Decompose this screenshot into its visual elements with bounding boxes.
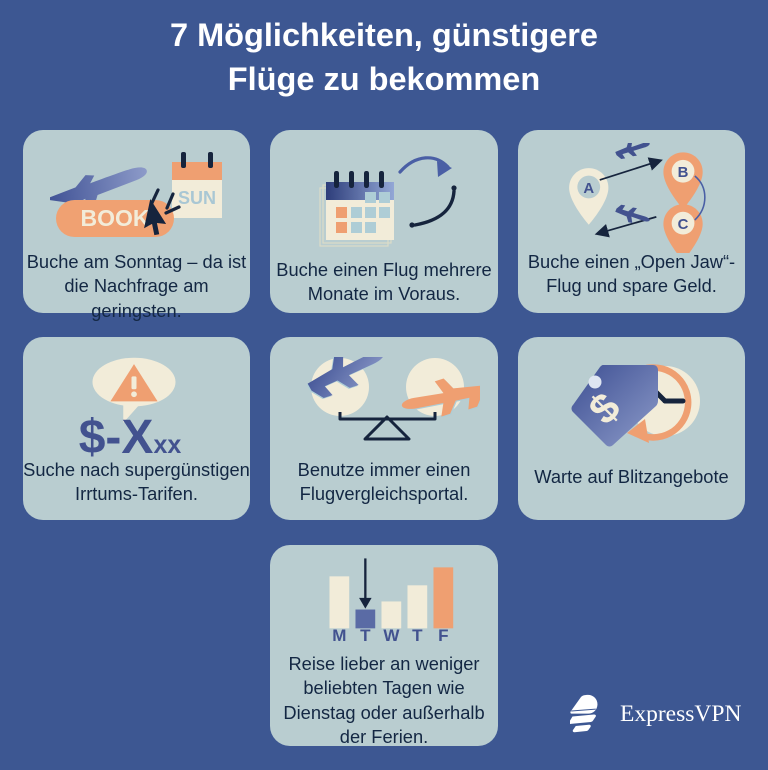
- svg-text:M: M: [332, 626, 346, 644]
- svg-text:$-Xxx: $-Xxx: [79, 413, 182, 464]
- svg-text:T: T: [360, 626, 371, 644]
- svg-text:SUN: SUN: [178, 188, 216, 208]
- svg-text:B: B: [678, 164, 689, 181]
- svg-text:C: C: [678, 216, 689, 233]
- svg-text:F: F: [438, 626, 448, 644]
- svg-text:T: T: [412, 626, 423, 644]
- svg-text:W: W: [383, 626, 400, 644]
- svg-text:A: A: [583, 180, 594, 197]
- svg-text:BOOK: BOOK: [81, 205, 150, 231]
